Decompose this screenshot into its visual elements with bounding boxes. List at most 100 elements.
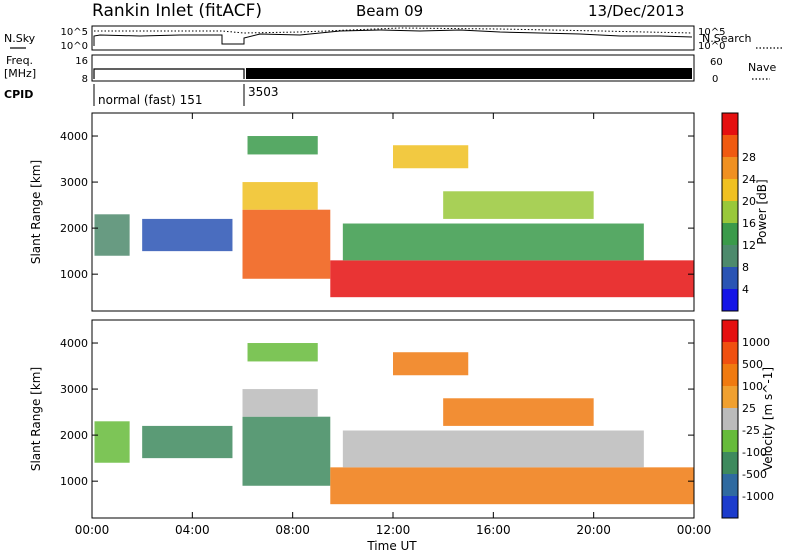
xtick-label-4: 16:00 (476, 523, 511, 537)
freq-panel: Freq. [MHz] 16 8 60 0 Nave (4, 54, 776, 85)
power-region-2 (242, 209, 331, 279)
xtick-label-5: 20:00 (576, 523, 611, 537)
power-region-8 (443, 191, 594, 219)
velocity-colorbar-tick-5: -100 (742, 446, 767, 459)
power-colorbar-tick-4: 20 (742, 195, 756, 208)
power-colorbar-segment-3 (722, 223, 738, 245)
power-panel: 1000 2000 3000 4000 Slant Range [km] 4 8 12 16… (29, 112, 769, 312)
freq-series-2 (246, 68, 692, 79)
velocity-colorbar-frame (721, 319, 739, 519)
power-y-label: Slant Range [km] (29, 160, 43, 264)
x-axis-label: Time UT (366, 539, 417, 553)
nave-tick-top: 60 (710, 57, 723, 68)
velocity-colorbar-tick-0: 1000 (742, 336, 770, 349)
noise-tick-right-bottom: 10^0 (698, 41, 725, 52)
power-region-3 (242, 182, 318, 210)
velocity-colorbar-label: Velocity [m s^-1] (761, 367, 775, 471)
velocity-ytick-label-2: 3000 (60, 383, 88, 396)
velocity-colorbar-segment-3 (722, 430, 738, 452)
nave-label: Nave (748, 61, 776, 74)
velocity-colorbar-segment-4 (722, 408, 738, 430)
freq-label: Freq. (6, 54, 33, 67)
power-colorbar: 4 8 12 16 20 24 28 (721, 112, 756, 312)
velocity-colorbar-tick-3: 25 (742, 402, 756, 415)
power-colorbar-tick-3: 16 (742, 217, 756, 230)
power-colorbar-segment-7 (722, 135, 738, 157)
velocity-colorbar-segment-2 (722, 452, 738, 474)
velocity-region-0 (94, 421, 130, 463)
velocity-region-8 (443, 398, 594, 426)
velocity-region-6 (342, 430, 644, 468)
power-colorbar-tick-5: 24 (742, 173, 756, 186)
power-colorbar-tick-2: 12 (742, 239, 756, 252)
velocity-region-1 (142, 425, 233, 459)
date-title: 13/Dec/2013 (588, 2, 684, 20)
noise-tick-left-bottom: 10^0 (61, 41, 88, 52)
velocity-colorbar-segment-7 (722, 342, 738, 364)
power-ytick-label-1: 2000 (60, 222, 88, 235)
velocity-data-regions (94, 343, 694, 505)
noise-tick-left-top: 10^5 (61, 27, 88, 38)
velocity-y-ticks: 1000 2000 3000 4000 (60, 337, 694, 488)
nsearch-series (94, 27, 693, 34)
station-title: Rankin Inlet (fitACF) (92, 1, 262, 21)
power-region-7 (393, 145, 469, 169)
velocity-colorbar-tick-2: 100 (742, 380, 763, 393)
power-colorbar-label: Power [dB] (755, 179, 769, 244)
nsearch-label: N.Search (702, 32, 752, 45)
xtick-label-3: 12:00 (376, 523, 411, 537)
cpid-segment-1: normal (fast) 151 (98, 93, 202, 107)
power-colorbar-segment-4 (722, 201, 738, 223)
freq-tick-top: 16 (75, 56, 88, 67)
power-ytick-label-0: 1000 (60, 268, 88, 281)
freq-unit-label: [MHz] (4, 67, 36, 80)
nave-tick-bottom: 0 (712, 74, 718, 85)
velocity-region-3 (242, 389, 318, 417)
nsky-series (93, 29, 693, 46)
xtick-label-0: 00:00 (75, 523, 110, 537)
noise-tick-right-top: 10^5 (698, 27, 725, 38)
power-region-6 (342, 223, 644, 261)
velocity-ytick-label-1: 2000 (60, 429, 88, 442)
nsky-label: N.Sky (4, 32, 36, 45)
cpid-label: CPID (4, 88, 33, 101)
power-colorbar-frame (721, 112, 739, 312)
velocity-colorbar-tick-6: -500 (742, 468, 767, 481)
power-data-regions (94, 136, 694, 298)
power-region-1 (142, 218, 233, 252)
xtick-label-2: 08:00 (275, 523, 310, 537)
velocity-region-2 (242, 416, 331, 486)
xtick-label-6: 00:00 (677, 523, 712, 537)
velocity-colorbar-tick-7: -1000 (742, 490, 774, 503)
power-region-5 (330, 260, 694, 298)
power-colorbar-tick-6: 28 (742, 151, 756, 164)
power-region-0 (94, 214, 130, 256)
velocity-region-5 (330, 467, 694, 505)
power-colorbar-segment-5 (722, 179, 738, 201)
velocity-ytick-label-0: 1000 (60, 475, 88, 488)
power-colorbar-tick-1: 8 (742, 261, 749, 274)
velocity-colorbar: 1000 500 100 25 -25 -100 -500 -1000 (721, 319, 774, 519)
velocity-colorbar-segment-0 (722, 496, 738, 518)
velocity-ytick-label-3: 4000 (60, 337, 88, 350)
xtick-label-1: 04:00 (175, 523, 210, 537)
velocity-panel: 1000 2000 3000 4000 00:00 04:00 08:00 12:00 16:… (29, 113, 775, 553)
velocity-colorbar-tick-4: -25 (742, 424, 760, 437)
power-colorbar-segment-6 (722, 157, 738, 179)
power-y-ticks: 1000 2000 3000 4000 (60, 130, 694, 281)
power-ytick-label-3: 4000 (60, 130, 88, 143)
velocity-x-ticks: 00:00 04:00 08:00 12:00 16:00 20:00 00:00 (75, 113, 712, 537)
velocity-region-4 (247, 343, 318, 362)
power-ytick-label-2: 3000 (60, 176, 88, 189)
velocity-colorbar-tick-1: 500 (742, 358, 763, 371)
velocity-colorbar-segment-8 (722, 320, 738, 342)
cpid-panel: CPID normal (fast) 151 3503 (4, 84, 279, 107)
cpid-segment-2: 3503 (248, 85, 279, 99)
power-colorbar-segment-8 (722, 113, 738, 135)
power-colorbar-segment-0 (722, 289, 738, 311)
power-colorbar-tick-0: 4 (742, 283, 749, 296)
power-region-4 (247, 136, 318, 155)
velocity-y-label: Slant Range [km] (29, 367, 43, 471)
noise-panel: N.Sky N.Search 10^5 10^0 10^5 10^0 (4, 25, 784, 52)
